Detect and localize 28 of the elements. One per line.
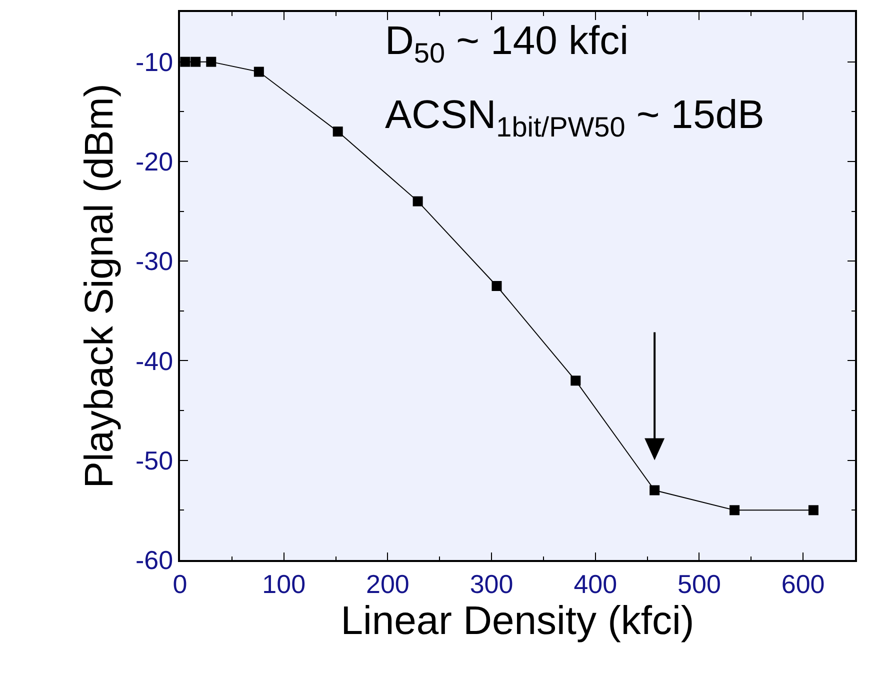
point bbox=[190, 56, 201, 67]
point bbox=[492, 281, 502, 291]
annotation: ACSN$_{1bit/PW50}$ ~ 15dB bbox=[385, 93, 764, 142]
y-tick-label: -10 bbox=[135, 46, 174, 77]
y-axis-title: Playback Signal (dBm) bbox=[77, 84, 122, 488]
x-tick-label: 600 bbox=[781, 568, 825, 599]
x-tick-label: 400 bbox=[574, 568, 618, 599]
point bbox=[808, 505, 818, 516]
point bbox=[650, 485, 660, 496]
point bbox=[412, 196, 423, 206]
x-tick-label: 300 bbox=[470, 568, 514, 599]
x-tick-label: 0 bbox=[172, 568, 188, 599]
point bbox=[254, 66, 264, 77]
x-axis-title: Linear Density (kfci) bbox=[340, 598, 694, 643]
point bbox=[332, 126, 343, 137]
point bbox=[180, 56, 190, 67]
x-tick-label: 200 bbox=[366, 568, 410, 599]
y-tick-label: -20 bbox=[135, 146, 174, 177]
y-tick-label: -50 bbox=[135, 445, 174, 476]
x-tick-label: 500 bbox=[678, 568, 721, 599]
point bbox=[206, 56, 216, 67]
y-tick-label: -60 bbox=[135, 545, 174, 576]
point bbox=[730, 505, 740, 516]
y-tick-label: -40 bbox=[135, 346, 174, 376]
annotation: D$_{50}$ ~ 140 kfci bbox=[385, 19, 628, 68]
x-tick-label: 100 bbox=[262, 568, 306, 599]
point bbox=[570, 376, 581, 386]
y-tick-label: -30 bbox=[135, 246, 174, 276]
